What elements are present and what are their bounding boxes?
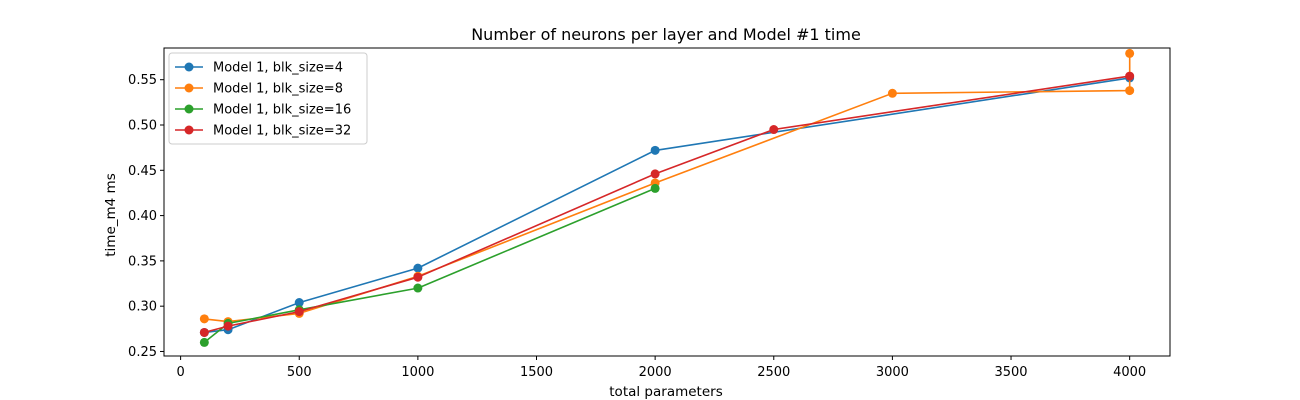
x-tick-label: 3000 xyxy=(876,365,909,380)
y-tick-label: 0.35 xyxy=(128,254,157,269)
legend-marker xyxy=(184,125,194,135)
legend: Model 1, blk_size=4 Model 1, blk_size=8 Mo… xyxy=(168,52,368,145)
series-line xyxy=(204,53,1131,323)
x-axis-ticks: 0 500 1000 1500 2000 2500 3000 3500 4000 xyxy=(176,356,1146,380)
x-tick-label: 1500 xyxy=(520,365,553,380)
data-point xyxy=(199,337,209,347)
legend-marker xyxy=(184,83,194,93)
y-tick-label: 0.55 xyxy=(128,73,157,88)
data-point xyxy=(294,298,304,308)
data-point xyxy=(223,321,233,331)
legend-item: Model 1, blk_size=16 xyxy=(175,103,351,118)
data-point xyxy=(199,327,209,337)
y-tick-label: 0.25 xyxy=(128,345,157,360)
data-point xyxy=(769,125,779,135)
x-tick-label: 2000 xyxy=(639,365,672,380)
legend-label: Model 1, blk_size=8 xyxy=(213,82,343,97)
y-tick-label: 0.40 xyxy=(128,209,157,224)
y-axis-label: time_m4 ms xyxy=(103,173,119,256)
x-tick-label: 2500 xyxy=(757,365,790,380)
plot-area xyxy=(163,47,1171,357)
y-tick-label: 0.50 xyxy=(128,119,157,134)
x-tick-label: 0 xyxy=(176,365,184,380)
y-tick-label: 0.45 xyxy=(128,164,157,179)
legend-item: Model 1, blk_size=32 xyxy=(175,124,351,139)
x-tick-label: 3500 xyxy=(994,365,1027,380)
legend-marker xyxy=(184,104,194,114)
series-4 xyxy=(199,71,1135,337)
data-point xyxy=(650,169,660,179)
data-point xyxy=(650,183,660,193)
x-axis-label: total parameters xyxy=(609,384,722,400)
data-point xyxy=(199,314,209,324)
data-point xyxy=(1125,86,1135,96)
legend-marker xyxy=(184,62,194,72)
legend-box xyxy=(168,52,368,145)
data-point xyxy=(650,145,660,155)
plot-frame xyxy=(163,47,1171,357)
legend-label: Model 1, blk_size=4 xyxy=(213,61,343,76)
x-tick-label: 1000 xyxy=(401,365,434,380)
x-tick-label: 500 xyxy=(287,365,312,380)
chart-title: Number of neurons per layer and Model #1… xyxy=(471,25,861,44)
y-tick-label: 0.30 xyxy=(128,300,157,315)
data-point xyxy=(413,272,423,282)
data-point xyxy=(413,263,423,273)
series-line xyxy=(203,187,656,344)
x-tick-label: 4000 xyxy=(1113,365,1146,380)
data-point xyxy=(294,307,304,317)
data-point xyxy=(1125,71,1135,81)
legend-item: Model 1, blk_size=4 xyxy=(175,61,343,76)
y-axis-ticks: 0.25 0.30 0.35 0.40 0.45 0.50 0.55 xyxy=(128,73,164,360)
data-point xyxy=(413,283,423,293)
legend-label: Model 1, blk_size=16 xyxy=(213,103,351,118)
legend-label: Model 1, blk_size=32 xyxy=(213,124,351,139)
data-point xyxy=(1125,48,1135,58)
series-layer xyxy=(199,48,1135,347)
legend-item: Model 1, blk_size=8 xyxy=(175,82,343,97)
data-point xyxy=(887,88,897,98)
